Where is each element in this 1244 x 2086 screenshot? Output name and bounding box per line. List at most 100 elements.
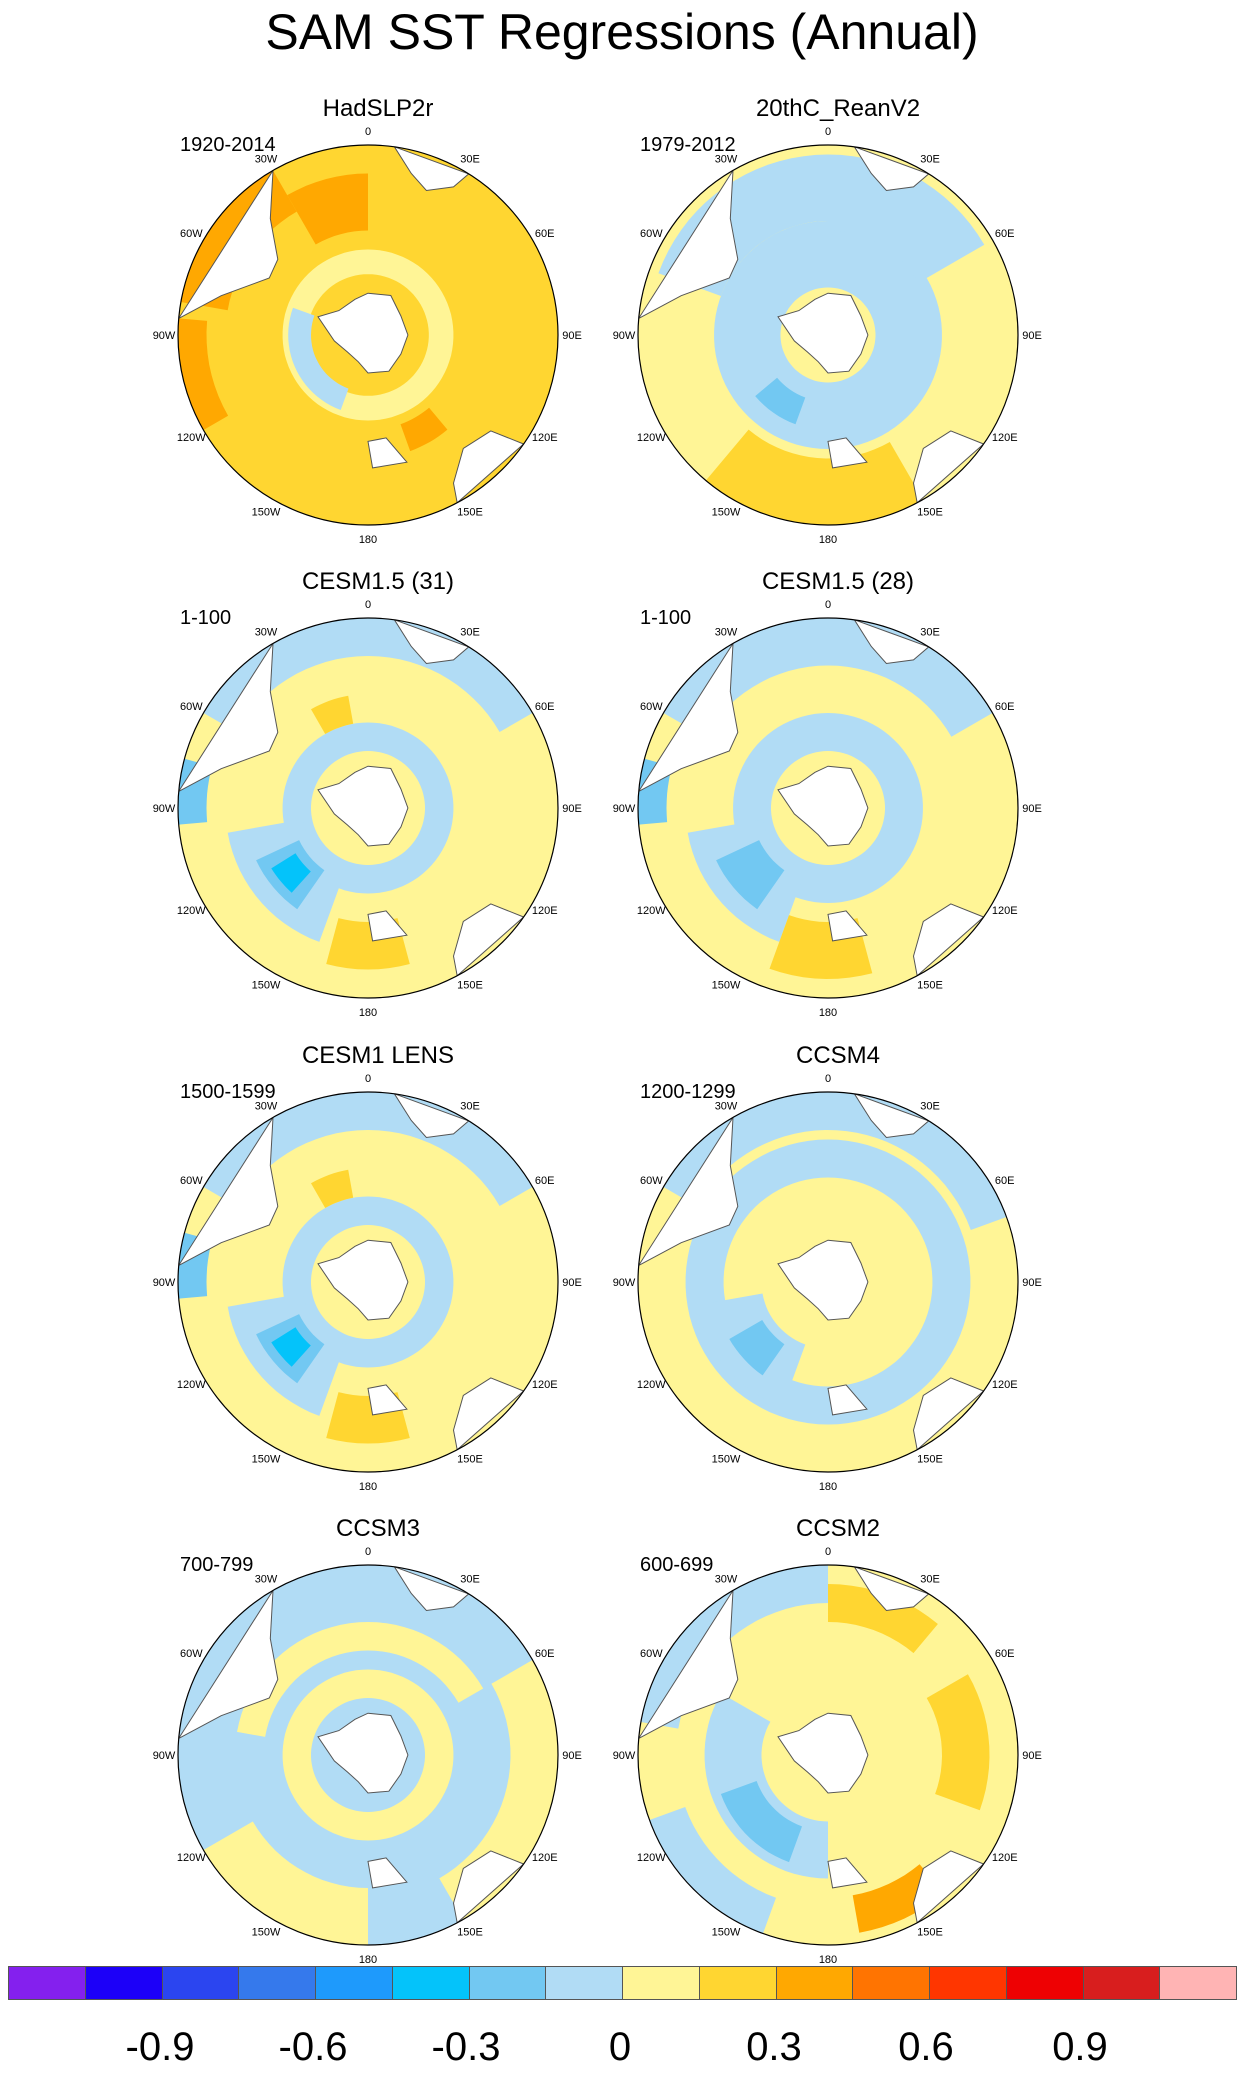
sst-anomaly-region <box>287 173 368 245</box>
land-antarctica <box>317 1712 409 1794</box>
panel-years: 600-699 <box>640 1554 714 1576</box>
longitude-label: 30E <box>460 626 480 638</box>
longitude-label: 30W <box>715 1100 738 1112</box>
colorbar-segment <box>84 1966 163 2000</box>
longitude-label: 30W <box>255 626 278 638</box>
longitude-label: 150E <box>917 980 943 992</box>
colorbar <box>8 1966 1237 2002</box>
longitude-label: 30E <box>920 1100 940 1112</box>
longitude-label: 60E <box>535 701 555 713</box>
longitude-label: 150E <box>457 1927 483 1939</box>
panel-years: 1-100 <box>180 607 232 629</box>
colorbar-tick-label: 0.3 <box>746 2025 802 2069</box>
land-nz <box>827 1384 868 1416</box>
land-nz <box>827 437 868 469</box>
longitude-label: 90W <box>153 1750 176 1762</box>
polar-map: 0 30E 60E 90E 120E 150E 180 150W 120W 90W 60W 30W <box>153 1546 582 1966</box>
longitude-label: 0 <box>825 1546 831 1558</box>
colorbar-segment <box>622 1966 700 2000</box>
panel-years: 1920-2014 <box>180 134 276 156</box>
map-panel: HadSLP2r 1920-2014 0 30E 60E 90E 120E 150E 180 15… <box>138 95 618 565</box>
longitude-label: 30W <box>255 1100 278 1112</box>
sst-anomaly-region <box>282 1669 454 1841</box>
longitude-label: 120W <box>177 1852 206 1864</box>
polar-map: 0 30E 60E 90E 120E 150E 180 150W 120W 90W 60W 30W <box>613 126 1042 546</box>
land-australia <box>452 1377 525 1451</box>
land-nz <box>367 437 408 469</box>
colorbar-segment <box>238 1966 316 2000</box>
longitude-label: 30E <box>460 153 480 165</box>
colorbar-segment <box>1082 1966 1161 2000</box>
longitude-label: 150W <box>252 1927 281 1939</box>
longitude-label: 90W <box>153 330 176 342</box>
longitude-label: 90E <box>1022 803 1042 815</box>
longitude-label: 120W <box>637 1379 666 1391</box>
colorbar-segment <box>161 1966 240 2000</box>
longitude-label: 120W <box>637 1852 666 1864</box>
longitude-label: 60E <box>995 228 1015 240</box>
longitude-label: 90W <box>153 1277 176 1289</box>
longitude-label: 120E <box>992 432 1018 444</box>
map-panel: CCSM2 600-699 0 30E 60E 90E 120E 150E 180 150W 120… <box>598 1515 1078 1985</box>
land-africa <box>393 1092 470 1139</box>
longitude-label: 120E <box>992 905 1018 917</box>
polar-map: 0 30E 60E 90E 120E 150E 180 150W 120W 90W 60W 30W <box>153 126 582 546</box>
longitude-label: 0 <box>825 599 831 611</box>
colorbar-tick-label: -0.3 <box>431 2025 501 2069</box>
sst-anomaly-region <box>271 1327 311 1367</box>
colorbar-segment <box>1005 1966 1084 2000</box>
longitude-label: 60W <box>180 701 203 713</box>
longitude-label: 120W <box>177 905 206 917</box>
longitude-label: 30W <box>255 153 278 165</box>
land-antarctica <box>317 1239 409 1321</box>
land-australia <box>912 1850 985 1924</box>
longitude-label: 30E <box>460 1573 480 1585</box>
map-panel: CESM1.5 (28) 1-100 0 30E 60E 90E 120E 150E 180 15… <box>598 568 1078 1038</box>
longitude-label: 150E <box>457 1454 483 1466</box>
longitude-label: 180 <box>819 534 837 546</box>
map-panel: CCSM3 700-799 0 30E 60E 90E 120E 150E 180 150W 120… <box>138 1515 618 1985</box>
polar-map: 0 30E 60E 90E 120E 150E 180 150W 120W 90W 60W 30W <box>613 1073 1042 1493</box>
panel-title: CESM1.5 (28) <box>761 568 915 595</box>
land-australia <box>912 903 985 977</box>
map-border <box>637 1564 1019 1946</box>
longitude-label: 120W <box>177 1379 206 1391</box>
polar-map: 0 30E 60E 90E 120E 150E 180 150W 120W 90W 60W 30W <box>613 1546 1042 1966</box>
colorbar-tick-label: -0.9 <box>125 2025 195 2069</box>
longitude-label: 0 <box>365 126 371 138</box>
longitude-label: 60W <box>640 1175 663 1187</box>
colorbar-segment <box>929 1966 1007 2000</box>
sst-anomaly-region <box>237 1622 484 1737</box>
land-antarctica <box>777 765 869 847</box>
longitude-label: 90W <box>613 803 636 815</box>
longitude-label: 180 <box>819 1007 837 1019</box>
map-panel: 20thC_ReanV2 1979-2012 0 30E 60E 90E 120E 150E 1… <box>598 95 1078 565</box>
colorbar-tick-label: 0.9 <box>1052 2025 1108 2069</box>
longitude-label: 150W <box>712 1927 741 1939</box>
land-africa <box>853 1565 930 1612</box>
longitude-label: 60W <box>180 1648 203 1660</box>
land-antarctica <box>777 1239 869 1321</box>
longitude-label: 150W <box>252 507 281 519</box>
longitude-label: 120E <box>532 905 558 917</box>
main-title: SAM SST Regressions (Annual) <box>265 4 979 60</box>
panel-years: 1200-1299 <box>640 1081 736 1103</box>
longitude-label: 180 <box>359 534 377 546</box>
sst-anomaly-region <box>729 1320 785 1376</box>
sst-anomaly-region <box>271 853 311 893</box>
longitude-label: 120E <box>532 1379 558 1391</box>
longitude-label: 150E <box>457 507 483 519</box>
panel-years: 1979-2012 <box>640 134 736 156</box>
longitude-label: 0 <box>825 126 831 138</box>
panel-title: CCSM3 <box>335 1515 420 1542</box>
longitude-label: 150E <box>917 507 943 519</box>
longitude-label: 30W <box>715 1573 738 1585</box>
colorbar-segment <box>391 1966 470 2000</box>
longitude-label: 30W <box>715 626 738 638</box>
sst-anomaly-region <box>282 722 454 894</box>
longitude-label: 150E <box>917 1927 943 1939</box>
land-australia <box>912 430 985 504</box>
sst-anomaly-region <box>400 407 448 452</box>
polar-map: 0 30E 60E 90E 120E 150E 180 150W 120W 90W 60W 30W <box>153 599 582 1019</box>
longitude-label: 120E <box>992 1379 1018 1391</box>
